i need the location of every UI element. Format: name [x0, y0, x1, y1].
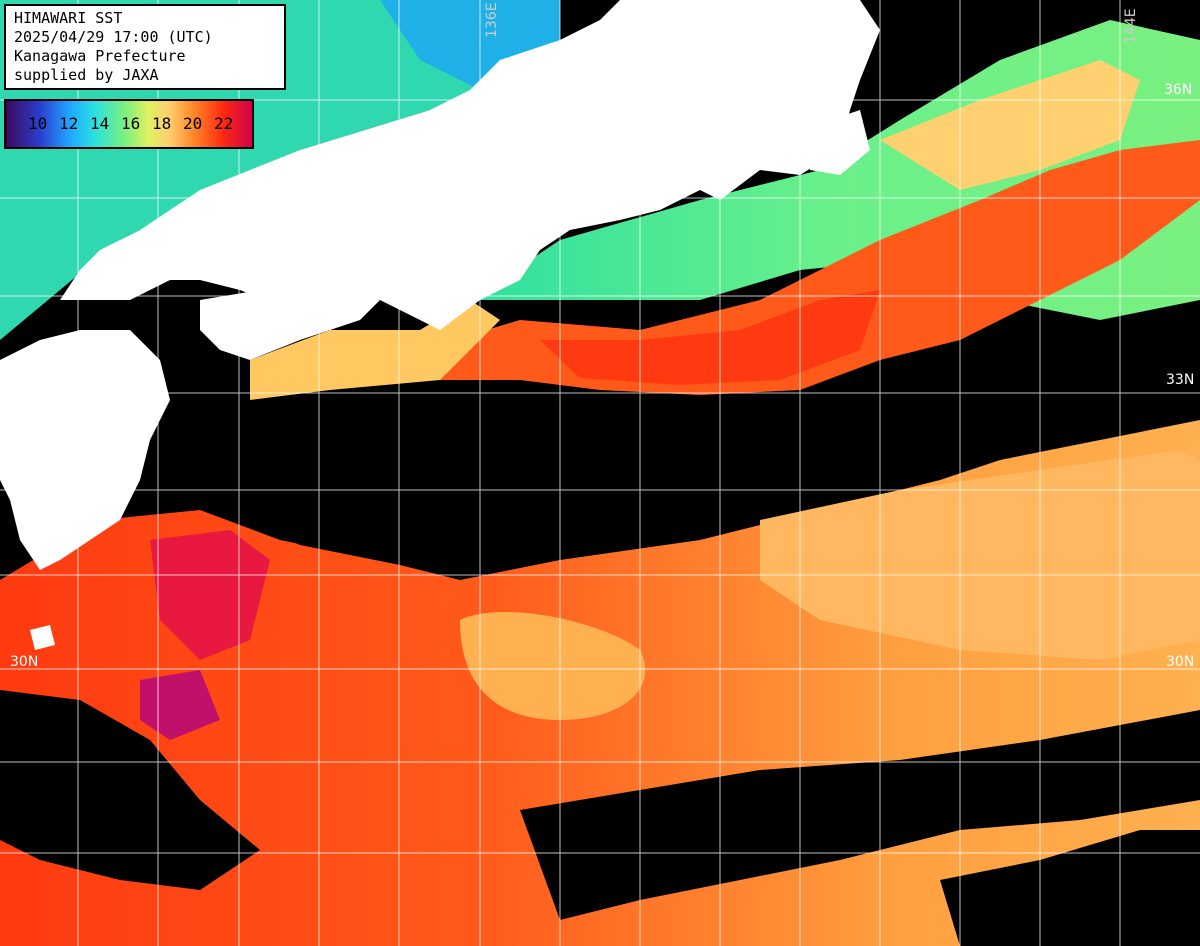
- legend-tick: 16: [121, 114, 141, 133]
- eastern-pale-water: [760, 450, 1200, 660]
- lat-label-30n-right: 30N: [1166, 654, 1195, 670]
- lon-label-136e: 136E: [484, 2, 500, 38]
- lat-label-33-left: 33: [12, 374, 30, 390]
- lat-label-30n-left: 30N: [10, 654, 39, 670]
- lat-label-33n-right: 33N: [1166, 372, 1195, 388]
- magenta-patch: [140, 670, 220, 740]
- legend-tick: 18: [152, 114, 172, 133]
- lat-label-36n: 36N: [1164, 82, 1193, 98]
- map-datetime: 2025/04/29 17:00 (UTC): [14, 28, 213, 46]
- map-credit: supplied by JAXA: [14, 66, 159, 84]
- kuroshio-core: [540, 290, 880, 385]
- temperature-legend: 10 12 14 16 18 20 22: [4, 99, 254, 149]
- honshu-land: [60, 0, 880, 330]
- legend-tick: 22: [214, 114, 234, 133]
- map-title: HIMAWARI SST: [14, 9, 123, 27]
- cloud-band-south-4: [940, 830, 1200, 946]
- info-box: HIMAWARI SST 2025/04/29 17:00 (UTC) Kana…: [4, 4, 286, 90]
- cloud-band-south-3: [0, 690, 260, 890]
- legend-tick: 10: [28, 114, 48, 133]
- eddy-pale-center: [460, 611, 646, 720]
- legend-tick: 14: [90, 114, 110, 133]
- lon-label-144e: 144E: [1123, 8, 1139, 44]
- ne-yellow-band: [880, 60, 1140, 190]
- boso-peninsula: [800, 110, 870, 175]
- eddy-red-core: [150, 530, 270, 660]
- legend-tick: 12: [59, 114, 79, 133]
- small-island: [30, 625, 55, 650]
- kyushu-land: [0, 330, 170, 570]
- legend-tick: 20: [183, 114, 203, 133]
- kuroshio-warm-band: [420, 140, 1200, 395]
- legend-labels: 10 12 14 16 18 20 22: [28, 114, 245, 133]
- map-region: Kanagawa Prefecture: [14, 47, 186, 65]
- shikoku-land: [200, 280, 380, 360]
